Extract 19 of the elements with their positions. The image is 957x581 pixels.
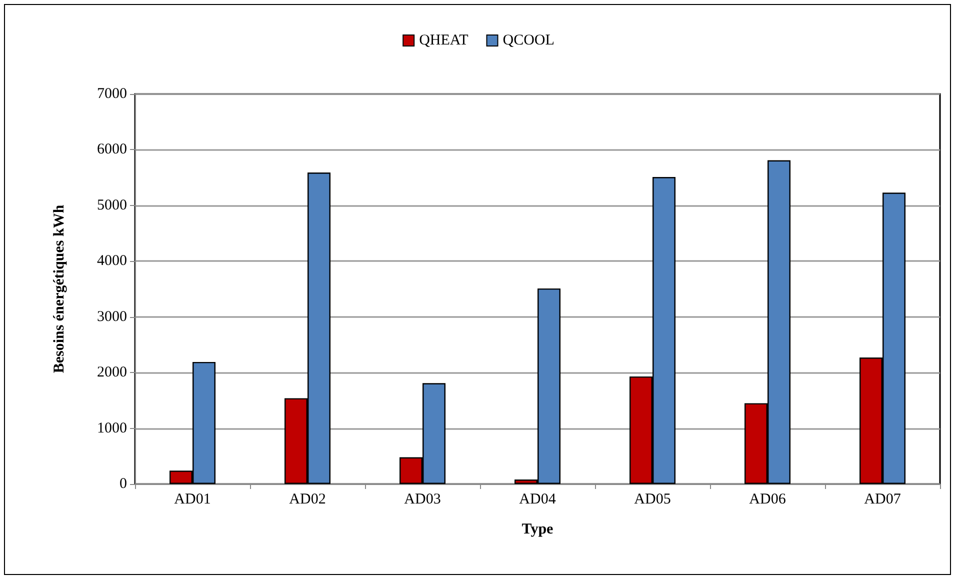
y-tick-label: 7000 (97, 86, 127, 102)
y-axis-title: Besoins énergétiques kWh (52, 204, 68, 374)
legend-label: QCOOL (502, 32, 554, 48)
x-tick-label: AD06 (749, 492, 786, 508)
x-tick-label: AD04 (519, 492, 556, 508)
y-tick-label: 5000 (97, 197, 127, 214)
y-tick-label: 4000 (97, 253, 127, 270)
x-axis-title: Type (522, 522, 554, 538)
x-tick-label: AD03 (404, 492, 441, 508)
y-tick-label: 6000 (97, 142, 127, 158)
x-tick-label: AD07 (864, 492, 902, 508)
x-tick-label: AD05 (634, 492, 671, 508)
y-tick-label: 2000 (97, 364, 127, 381)
legend-label: QHEAT (419, 32, 468, 48)
y-tick-label: 0 (120, 476, 127, 492)
y-tick-label: 3000 (97, 308, 127, 325)
y-tick-label: 1000 (97, 420, 127, 436)
x-tick-label: AD01 (174, 492, 211, 508)
x-tick-label: AD02 (289, 492, 326, 508)
